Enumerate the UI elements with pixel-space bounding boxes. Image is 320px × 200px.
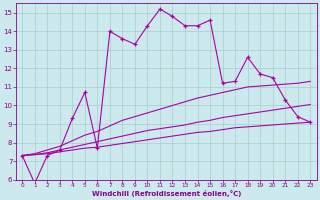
X-axis label: Windchill (Refroidissement éolien,°C): Windchill (Refroidissement éolien,°C) [92,190,241,197]
